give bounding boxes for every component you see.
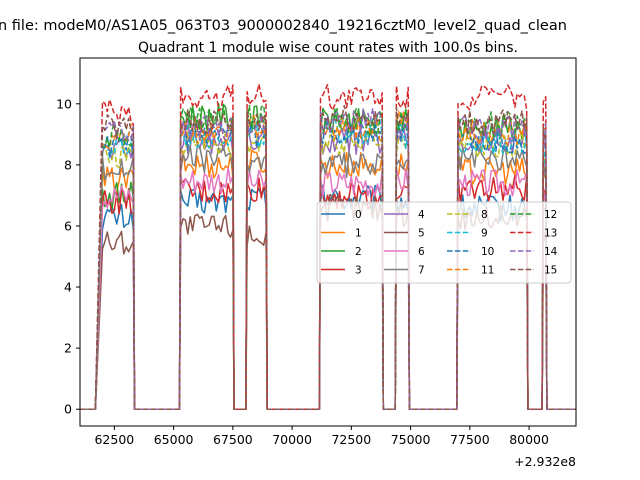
plot-frame	[79, 57, 577, 427]
x-tick-label: 80000	[509, 432, 549, 447]
y-axis: 0 2 4 6 8 10	[56, 96, 80, 417]
x-axis: 62500 65000 67500 70000 72500 75000 77500 80000	[94, 426, 549, 447]
figure-suptitle: n file: modeM0/AS1A05_063T03_9000002840_…	[0, 18, 567, 34]
x-tick-label: 72500	[331, 432, 371, 447]
y-tick-label: 0	[64, 402, 72, 417]
legend-label-5: 5	[418, 228, 425, 240]
series-line-13	[80, 83, 576, 410]
x-tick-label: 67500	[213, 432, 253, 447]
series-line-9	[80, 117, 576, 410]
x-tick-label: 65000	[154, 432, 194, 447]
y-tick-label: 6	[64, 218, 72, 233]
y-tick-label: 8	[64, 157, 72, 172]
legend-box	[316, 201, 572, 284]
legend-label-10: 10	[481, 246, 494, 258]
x-tick-label: 62500	[94, 432, 134, 447]
legend-label-8: 8	[481, 209, 488, 221]
x-offset-label: +2.932e8	[514, 454, 576, 469]
legend-label-0: 0	[355, 209, 362, 221]
series-line-6	[80, 167, 576, 410]
legend-label-4: 4	[418, 209, 425, 221]
legend-label-6: 6	[418, 246, 425, 258]
x-tick-label: 70000	[272, 432, 312, 447]
chart-title: Quadrant 1 module wise count rates with …	[138, 40, 518, 56]
legend-label-12: 12	[544, 209, 557, 221]
x-tick-label: 75000	[391, 432, 431, 447]
series-line-7	[80, 144, 576, 410]
legend-label-2: 2	[355, 246, 362, 258]
y-tick-label: 4	[64, 280, 72, 295]
x-tick-label: 77500	[450, 432, 490, 447]
legend-label-3: 3	[355, 265, 362, 277]
y-tick-label: 2	[64, 341, 72, 356]
legend-label-1: 1	[355, 228, 362, 240]
y-tick-label: 10	[56, 96, 72, 111]
series-line-10	[80, 117, 576, 410]
series-line-12	[80, 104, 576, 410]
series-layer	[80, 83, 576, 410]
series-line-15	[80, 104, 576, 410]
legend-label-11: 11	[481, 265, 494, 277]
legend-label-9: 9	[481, 228, 488, 240]
legend-label-15: 15	[544, 265, 557, 277]
legend-label-7: 7	[418, 265, 425, 277]
legend-label-13: 13	[544, 228, 557, 240]
legend-label-14: 14	[544, 246, 558, 258]
